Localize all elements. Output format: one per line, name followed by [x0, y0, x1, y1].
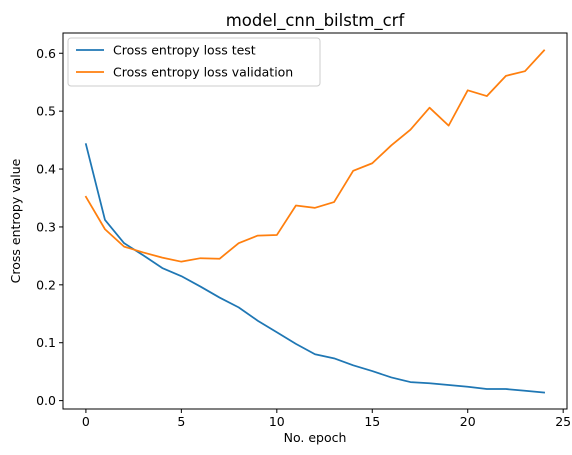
x-axis: 0 5 10 15 20 25	[82, 409, 571, 429]
x-tick-label: 5	[177, 414, 185, 429]
plot-series	[84, 49, 546, 394]
y-axis: 0.0 0.1 0.2 0.3 0.4 0.5 0.6	[36, 46, 63, 408]
y-axis-label: Cross entropy value	[8, 158, 23, 283]
x-tick-label: 15	[364, 414, 380, 429]
plot-frame	[62, 32, 568, 410]
y-tick-label: 0.2	[36, 277, 56, 292]
legend-label-test: Cross entropy loss test	[113, 43, 256, 58]
y-tick-label: 0.0	[36, 393, 56, 408]
legend: Cross entropy loss test Cross entropy lo…	[67, 37, 321, 87]
legend-label-validation: Cross entropy loss validation	[113, 65, 293, 80]
x-tick-label: 20	[460, 414, 476, 429]
x-axis-label: No. epoch	[284, 430, 347, 445]
x-tick-label: 10	[269, 414, 285, 429]
y-tick-label: 0.1	[36, 335, 56, 350]
legend-box	[67, 37, 321, 87]
y-tick-label: 0.6	[36, 46, 56, 61]
y-tick-label: 0.5	[36, 104, 56, 119]
chart-title: model_cnn_bilstm_crf	[226, 11, 406, 31]
x-tick-label: 0	[82, 414, 90, 429]
x-tick-label: 25	[555, 414, 571, 429]
y-tick-label: 0.3	[36, 219, 56, 234]
series-line-validation	[84, 49, 546, 263]
y-tick-label: 0.4	[36, 162, 56, 177]
series-line-test	[84, 143, 546, 394]
